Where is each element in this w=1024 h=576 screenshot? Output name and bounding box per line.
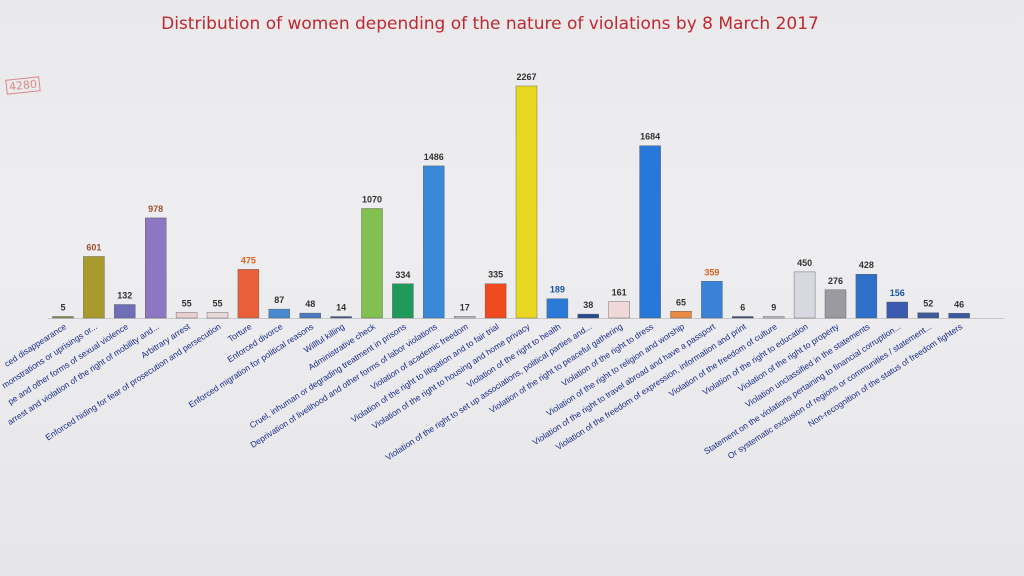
bar-29 [917, 312, 939, 319]
bar-5 [175, 312, 198, 319]
data-label-7: 475 [241, 255, 256, 265]
bar-3 [114, 304, 136, 319]
data-label-24: 9 [771, 303, 776, 313]
bar-7 [237, 269, 260, 319]
data-label-8: 87 [274, 295, 284, 305]
data-label-10: 14 [336, 303, 346, 313]
data-label-26: 276 [828, 276, 843, 286]
bar-22 [701, 281, 723, 319]
bar-28 [886, 301, 908, 319]
data-label-25: 450 [797, 258, 812, 268]
bar-11 [361, 208, 383, 319]
data-label-20: 1684 [640, 132, 660, 142]
data-label-2: 601 [86, 243, 101, 253]
data-label-3: 132 [117, 291, 132, 301]
data-label-11: 1070 [362, 195, 382, 205]
data-label-5: 55 [182, 298, 192, 308]
bar-25 [793, 271, 816, 319]
chart-title: Distribution of women depending of the n… [161, 14, 819, 34]
bar-23 [732, 316, 754, 319]
bar-6 [206, 312, 229, 319]
data-label-12: 334 [395, 270, 410, 280]
bar-16 [515, 85, 538, 319]
data-label-17: 189 [550, 285, 565, 295]
bar-19 [608, 301, 630, 319]
bar-18 [577, 313, 599, 319]
data-label-1: 5 [60, 303, 65, 313]
bar-9 [299, 312, 321, 319]
data-label-21: 65 [676, 297, 686, 307]
bar-4 [144, 217, 167, 319]
data-label-30: 46 [954, 299, 964, 309]
data-label-18: 38 [583, 300, 593, 310]
data-label-6: 55 [212, 298, 222, 308]
data-label-14: 17 [460, 302, 470, 312]
bar-12 [392, 283, 414, 319]
data-label-15: 335 [488, 270, 503, 280]
bar-30 [948, 313, 970, 319]
bar-15 [484, 283, 507, 319]
bar-17 [546, 298, 569, 319]
bar-24 [763, 316, 785, 319]
bar-26 [824, 289, 847, 319]
data-label-29: 52 [923, 299, 933, 309]
bar-27 [855, 274, 878, 319]
bar-2 [83, 256, 105, 319]
data-label-13: 1486 [424, 152, 444, 162]
data-label-28: 156 [890, 288, 905, 298]
data-label-9: 48 [305, 299, 315, 309]
data-label-22: 359 [704, 267, 719, 277]
bar-14 [454, 316, 476, 319]
data-label-27: 428 [859, 260, 874, 270]
bar-8 [268, 308, 290, 319]
bar-10 [330, 316, 352, 319]
bar-13 [423, 165, 445, 319]
data-label-4: 978 [148, 204, 163, 214]
data-label-23: 6 [740, 303, 745, 313]
bar-1 [52, 316, 74, 319]
bar-21 [670, 311, 692, 319]
data-label-16: 2267 [516, 72, 536, 82]
bar-20 [639, 145, 661, 319]
data-label-19: 161 [612, 288, 627, 298]
